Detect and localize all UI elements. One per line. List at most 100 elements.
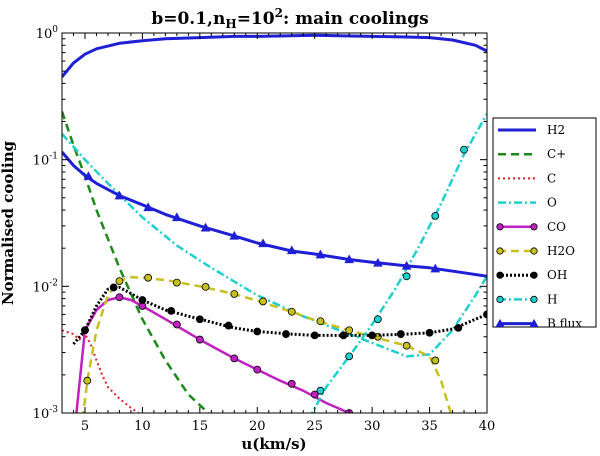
data-point (115, 293, 124, 302)
series-line (62, 33, 487, 78)
series-line (62, 132, 487, 358)
legend-item: OH (496, 268, 567, 282)
title-eq: =10 (237, 9, 275, 29)
data-point (229, 230, 240, 240)
data-point (431, 356, 440, 365)
data-point (316, 386, 325, 395)
x-tick-label: 5 (81, 419, 89, 434)
series-h2o (82, 273, 453, 413)
x-tick-label: 10 (134, 419, 151, 434)
data-point (172, 320, 181, 329)
chart-title: b=0.1,nH=102: main coolings (151, 6, 428, 31)
data-point (345, 326, 354, 335)
legend-item: B flux (495, 317, 582, 331)
legend-label: H2 (547, 123, 565, 137)
legend-box (492, 117, 597, 328)
data-point (454, 323, 463, 332)
legend-label: OH (547, 268, 567, 282)
data-point (425, 328, 434, 337)
data-point (344, 254, 355, 264)
data-point (373, 315, 382, 324)
title-main: b=0.1,n (151, 9, 225, 29)
series-line (62, 111, 211, 413)
data-point (345, 352, 354, 361)
legend-item: C (498, 171, 556, 185)
x-tick-label: 40 (479, 419, 496, 434)
data-point (287, 307, 296, 316)
data-point (167, 306, 176, 315)
data-point (496, 247, 504, 255)
data-point (529, 318, 539, 328)
data-point (258, 238, 268, 248)
x-tick-label: 15 (192, 419, 209, 434)
data-point (287, 379, 296, 388)
series-line (310, 113, 487, 413)
series-line (82, 275, 453, 413)
x-tick-label: 35 (421, 419, 438, 434)
legend-label: H2O (547, 244, 575, 258)
data-point (83, 171, 94, 180)
x-tick-label: 20 (249, 419, 266, 434)
legend-item: H2O (496, 244, 575, 258)
y-tick-label: 10-3 (33, 405, 59, 422)
data-point (530, 295, 538, 303)
data-point (144, 273, 153, 282)
series-b-flux (62, 151, 487, 278)
data-point (201, 282, 210, 291)
data-point (259, 297, 267, 306)
y-tick-label: 10-2 (33, 278, 58, 295)
data-point (172, 278, 181, 287)
data-point (460, 145, 468, 154)
data-point (431, 211, 440, 220)
data-point (253, 327, 262, 336)
title-tail: : main coolings (283, 9, 429, 29)
data-point (114, 190, 125, 200)
legend-label: B flux (547, 317, 582, 331)
data-point (368, 331, 377, 340)
series-line (62, 151, 487, 278)
legend-item: C+ (498, 147, 566, 161)
data-point (138, 296, 147, 304)
legend-label: C+ (547, 147, 566, 161)
data-point (310, 390, 319, 399)
data-point (230, 290, 239, 298)
series-o (62, 132, 487, 358)
data-point (316, 317, 325, 326)
data-point (253, 365, 262, 374)
legend-label: O (547, 196, 557, 210)
data-point (310, 331, 319, 340)
data-point (496, 223, 504, 231)
data-point (224, 321, 233, 330)
data-point (530, 247, 538, 255)
y-tick-label: 10-1 (33, 152, 58, 169)
x-axis-label: u(km/s) (241, 435, 306, 453)
y-tick-label: 100 (36, 25, 59, 42)
series-h (310, 113, 487, 413)
data-point (402, 272, 411, 281)
series-h2 (62, 33, 487, 78)
data-point (282, 330, 290, 338)
legend-label: C (547, 171, 556, 185)
data-point (402, 341, 411, 350)
data-point (83, 376, 92, 385)
x-tick-label: 30 (364, 419, 381, 434)
title-exp: 2 (275, 6, 283, 20)
legend-label: CO (547, 220, 566, 234)
data-point (143, 202, 153, 212)
legend-item: H2 (498, 123, 565, 137)
data-point (496, 295, 504, 303)
data-point (339, 331, 348, 340)
series-co (75, 293, 354, 413)
data-point (195, 335, 204, 344)
data-point (115, 277, 124, 285)
data-point (286, 245, 297, 255)
legend-item: H (496, 292, 557, 306)
data-point (230, 354, 239, 363)
data-point (109, 283, 118, 292)
data-point (315, 249, 326, 259)
data-point (495, 318, 505, 328)
plot-frame (61, 32, 488, 414)
series-line (72, 285, 487, 346)
data-point (530, 271, 538, 279)
data-point (430, 263, 441, 273)
